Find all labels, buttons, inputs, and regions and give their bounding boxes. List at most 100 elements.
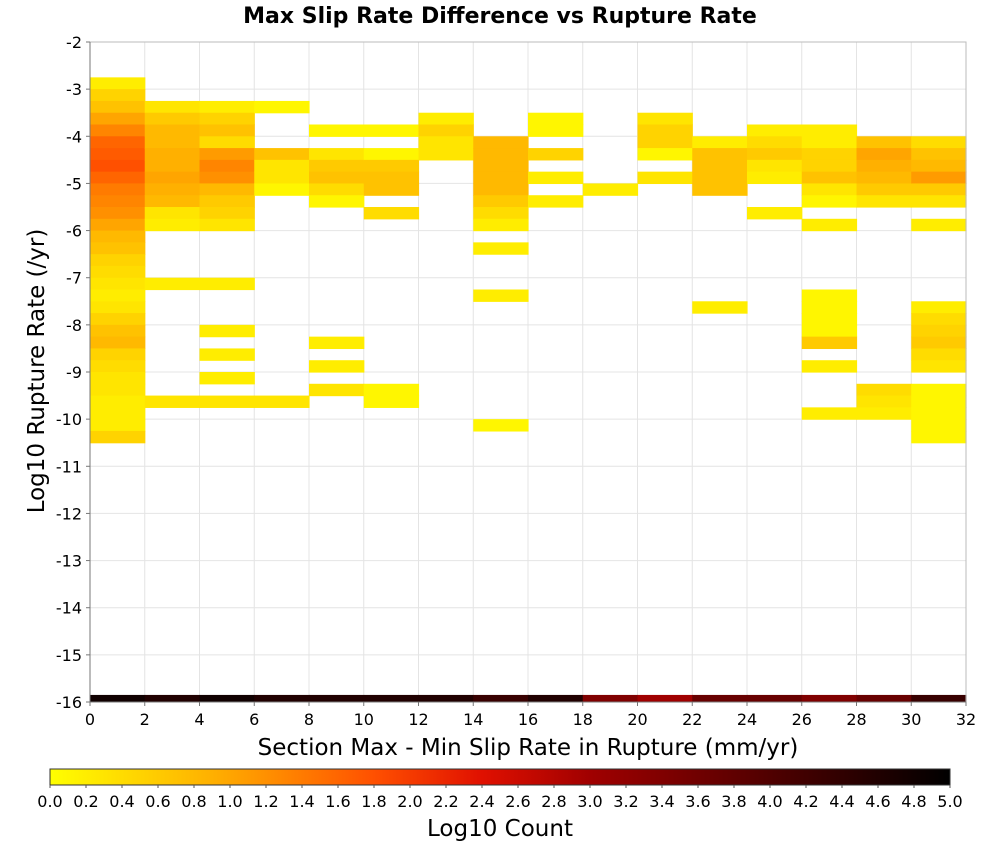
heatmap-cell [199,100,255,114]
x-tick-label: 30 [901,710,921,729]
heatmap-cell [90,77,146,90]
heatmap-cell-bottom [582,694,639,702]
heatmap-cell [856,148,912,161]
colorbar-tick-label: 4.0 [757,792,782,811]
x-axis-label: Section Max - Min Slip Rate in Rupture (… [258,735,799,761]
heatmap-cell [90,100,146,114]
colorbar-tick-label: 0.4 [109,792,134,811]
heatmap-cell [911,324,967,338]
heatmap-cell [801,218,858,232]
heatmap-cell [254,171,310,185]
heatmap-cell [911,313,967,326]
heatmap-cell [801,407,858,420]
heatmap-cell [747,207,803,220]
heatmap-cell [144,171,201,185]
heatmap-cell [90,242,146,255]
heatmap-cell [856,195,912,208]
heatmap-cell [199,183,255,196]
heatmap-cell [254,100,310,114]
heatmap-cell [473,183,529,196]
heatmap-cell [801,360,858,373]
y-tick-label: -14 [56,599,82,618]
heatmap-cell [90,265,146,279]
colorbar-tick-label: 1.0 [217,792,242,811]
colorbar-tick-label: 4.2 [793,792,818,811]
heatmap-cell [90,383,146,397]
heatmap-cell [199,159,255,173]
heatmap-cell [911,336,967,350]
y-tick-label: -15 [56,646,82,665]
colorbar-tick-label: 1.4 [289,792,314,811]
heatmap-cell [309,171,365,185]
colorbar-tick-label: 3.2 [613,792,638,811]
heatmap-cell-bottom [747,694,803,702]
heatmap-cell [856,171,912,185]
heatmap-cell-bottom [90,694,146,702]
heatmap-cell [801,171,858,185]
heatmap-cell [473,136,529,149]
heatmap-cell [801,301,858,314]
heatmap-cell [144,159,201,173]
heatmap-cell [692,136,748,149]
heatmap-cell [90,372,146,385]
heatmap-cell [363,171,420,185]
x-tick-label: 6 [249,710,259,729]
heatmap-cell [911,419,967,432]
heatmap-cell [801,124,858,137]
heatmap-cell [528,171,584,185]
y-tick-label: -5 [66,174,82,193]
x-tick-label: 24 [737,710,757,729]
heatmap-cell [363,183,420,196]
heatmap-cell [144,112,201,126]
x-tick-label: 12 [408,710,428,729]
heatmap-cell [911,395,967,408]
chart-title: Max Slip Rate Difference vs Rupture Rate [243,4,757,29]
heatmap-cell [199,218,255,232]
heatmap-cell-bottom [144,694,201,702]
colorbar-tick-label: 1.8 [361,792,386,811]
heatmap-cell [801,324,858,338]
heatmap-cell [911,148,967,161]
heatmap-cell [582,183,639,196]
y-tick-label: -6 [66,222,82,241]
x-tick-label: 16 [518,710,538,729]
heatmap-cell [801,195,858,208]
heatmap-cell [911,301,967,314]
y-tick-label: -10 [56,410,82,429]
heatmap-cell [473,242,529,255]
heatmap-cell [144,218,201,232]
heatmap-cell [90,136,146,149]
y-tick-label: -4 [66,127,82,146]
heatmap-cell [637,136,693,149]
colorbar-tick-label: 3.0 [577,792,602,811]
colorbar-tick-label: 2.4 [469,792,494,811]
heatmap-cell [856,395,912,408]
heatmap-cell-bottom [911,694,967,702]
heatmap-cell [309,159,365,173]
colorbar-tick-label: 4.4 [829,792,854,811]
heatmap-cell [747,124,803,137]
heatmap-cell [199,195,255,208]
x-tick-label: 10 [354,710,374,729]
heatmap-cell [144,124,201,137]
y-tick-label: -7 [66,269,82,288]
heatmap-cell [692,148,748,161]
heatmap-cell [911,383,967,397]
heatmap-cell [90,207,146,220]
heatmap-cell [90,171,146,185]
heatmap-cell [856,136,912,149]
heatmap-cell [911,159,967,173]
heatmap-cell [90,419,146,432]
heatmap-cell-bottom [254,694,310,702]
colorbar-tick-label: 4.8 [901,792,926,811]
heatmap-cell [418,124,474,137]
colorbar-tick-label: 0.2 [73,792,98,811]
heatmap-cell [309,183,365,196]
heatmap-cell [911,183,967,196]
x-tick-label: 4 [194,710,204,729]
heatmap-cell [801,289,858,302]
colorbar-tick-label: 4.6 [865,792,890,811]
colorbar-tick-label: 1.2 [253,792,278,811]
